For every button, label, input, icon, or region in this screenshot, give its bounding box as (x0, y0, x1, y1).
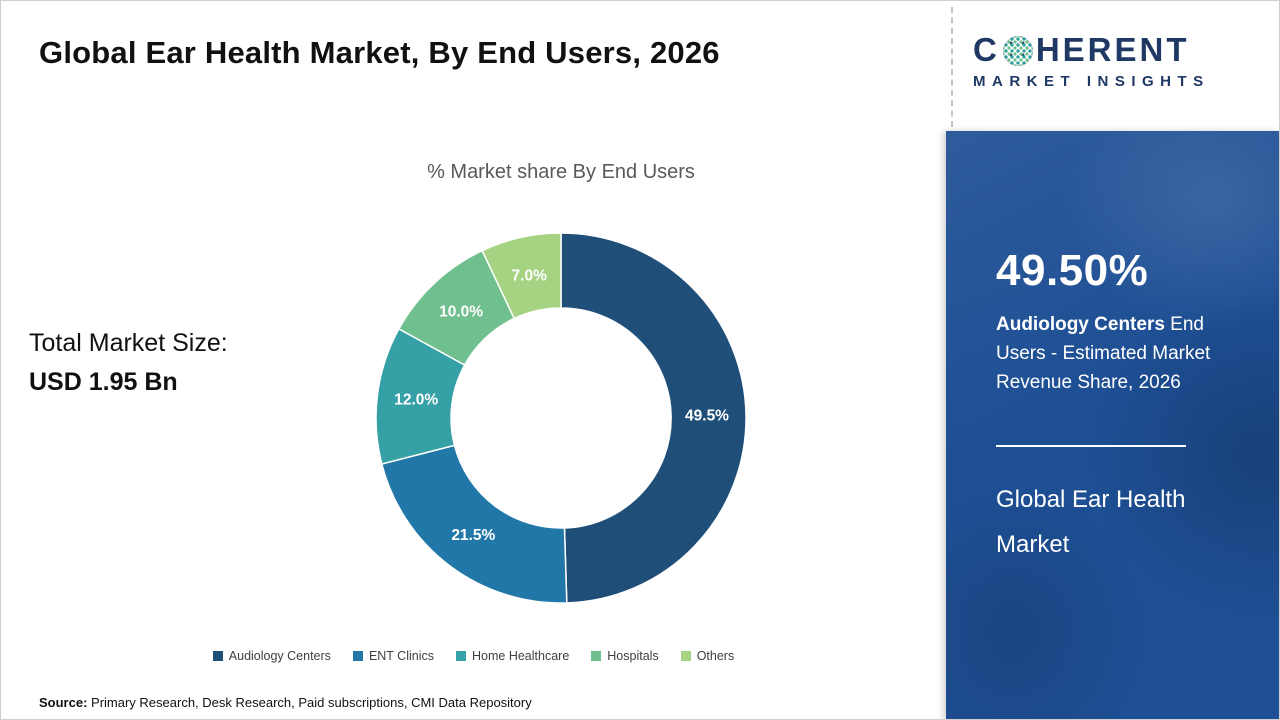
legend-swatch (456, 651, 466, 661)
legend-item-ent-clinics: ENT Clinics (352, 649, 434, 663)
total-market-size-label: Total Market Size: (29, 329, 228, 357)
legend-swatch (352, 651, 363, 661)
legend-item-audiology-centers: Audiology Centers (212, 649, 331, 663)
highlight-description: Audiology Centers End Users - Estimated … (996, 310, 1236, 397)
company-logo: C HERENT MARKET INSIGHTS (973, 31, 1263, 90)
chart-legend: Audiology Centers ENT Clinics Home Healthc… (1, 649, 946, 663)
donut-segment-others (481, 232, 562, 320)
sidebar-market-name: Global Ear Health Market (996, 486, 1186, 558)
donut-label: 49.5% (685, 408, 729, 425)
logo-wordmark: C HERENT (973, 31, 1263, 69)
legend-swatch (591, 651, 602, 661)
logo-subtitle: MARKET INSIGHTS (973, 73, 1210, 90)
legend-swatch (680, 651, 691, 661)
globe-icon (1002, 36, 1033, 66)
source-line: Source: Primary Research, Desk Research,… (39, 695, 532, 710)
legend-swatch (212, 651, 223, 661)
sidebar-divider (996, 445, 1186, 447)
total-market-size: Total Market Size: USD 1.95 Bn (29, 329, 228, 397)
source-label: Source: (39, 695, 88, 710)
highlight-segment-name: Audiology Centers (996, 314, 1165, 335)
page-title: Global Ear Health Market, By End Users, … (39, 35, 720, 70)
legend-label: Home Healthcare (472, 649, 570, 663)
legend-item-others: Others (680, 649, 735, 663)
donut-segment-audiology-centers (560, 232, 747, 604)
total-market-size-value: USD 1.95 Bn (29, 368, 178, 396)
sidebar-content: 49.50% Audiology Centers End Users - Est… (946, 246, 1279, 567)
highlight-description-rest: End Users - Estimated Market Revenue Sha… (996, 314, 1211, 393)
legend-label: ENT Clinics (368, 649, 434, 663)
donut-segment-ent-clinics (380, 444, 568, 604)
highlight-percentage: 49.50% (996, 246, 1149, 295)
donut-label: 10.0% (439, 304, 483, 321)
donut-label: 21.5% (451, 527, 495, 544)
logo-letters-rest: HERENT (1035, 31, 1190, 68)
source-text: Primary Research, Desk Research, Paid su… (87, 695, 532, 710)
legend-label: Others (696, 649, 735, 663)
legend-item-home-healthcare: Home Healthcare (456, 649, 569, 663)
donut-label: 12.0% (394, 392, 438, 409)
donut-chart: 49.5% 21.5% 12.0% 10.0% 7.0% (375, 232, 747, 604)
donut-label: 7.0% (512, 268, 548, 285)
highlight-sidebar: 49.50% Audiology Centers End Users - Est… (946, 131, 1279, 719)
legend-label: Hospitals (607, 649, 659, 663)
donut-chart-container: 49.5% 21.5% 12.0% 10.0% 7.0% (361, 218, 761, 618)
legend-item-hospitals: Hospitals (591, 649, 659, 663)
chart-title: % Market share By End Users (427, 161, 695, 183)
logo-letter-c: C (973, 31, 1000, 68)
legend-label: Audiology Centers (228, 649, 331, 663)
dashed-divider (951, 7, 953, 127)
